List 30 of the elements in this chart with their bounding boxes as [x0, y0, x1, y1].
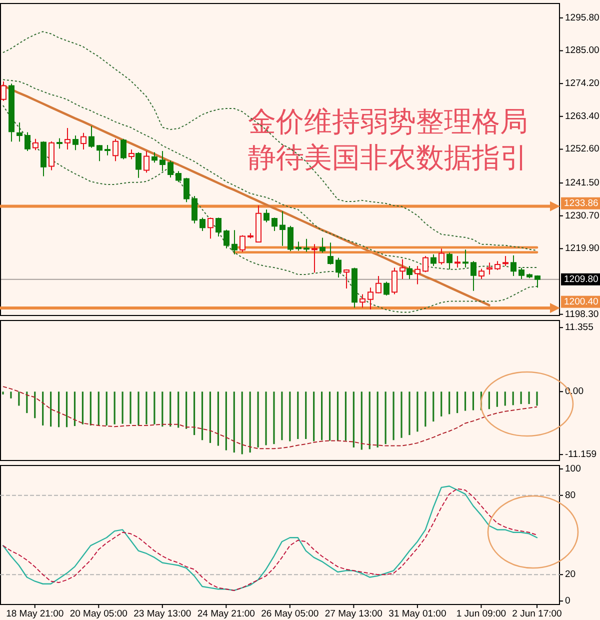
x-tick-label: 27 May 13:00 — [324, 608, 382, 620]
text: 金价维持弱势整理格局 — [248, 105, 528, 138]
y-tick-label: 1274.20 — [565, 78, 600, 90]
y-tick-label: 1198.30 — [565, 308, 599, 320]
x-tick-label: 24 May 21:00 — [197, 608, 255, 620]
y-tick-label: 1252.60 — [565, 144, 600, 155]
y-tick-label: 1295.80 — [565, 12, 600, 24]
y-tick-label: 0.00 — [565, 386, 584, 398]
y-tick-label: 1263.40 — [565, 110, 600, 122]
x-tick-label: 31 May 01:00 — [388, 608, 446, 620]
y-tick-label: 100 — [565, 463, 581, 474]
x-tick-label: 18 May 21:00 — [6, 608, 64, 620]
y-tick-label: 11.355 — [565, 322, 594, 334]
y-tick-label: 1219.90 — [565, 243, 600, 254]
y-tick-label: 1241.50 — [565, 177, 600, 188]
y-tick-label: 1230.70 — [565, 210, 600, 222]
x-tick-label: 26 May 05:00 — [261, 608, 319, 620]
x-tick-label: 1 Jun 09:00 — [456, 608, 506, 620]
y-tick-label: 0 — [565, 596, 570, 607]
ref-line-label: 1209.80 — [564, 274, 598, 285]
y-tick-label: 1285.00 — [565, 45, 600, 56]
x-tick-label: 2 Jun 17:00 — [512, 608, 562, 620]
x-tick-label: 23 May 13:00 — [134, 608, 192, 620]
y-tick-label: 80 — [565, 490, 576, 501]
ref-line-label: 1233.86 — [564, 198, 598, 209]
y-tick-label: -11.159 — [565, 449, 597, 460]
text: 静待美国非农数据指引 — [248, 141, 528, 174]
ref-line-label: 1200.40 — [564, 296, 598, 308]
x-tick-label: 20 May 05:00 — [70, 608, 128, 620]
y-tick-label: 20 — [565, 569, 576, 580]
